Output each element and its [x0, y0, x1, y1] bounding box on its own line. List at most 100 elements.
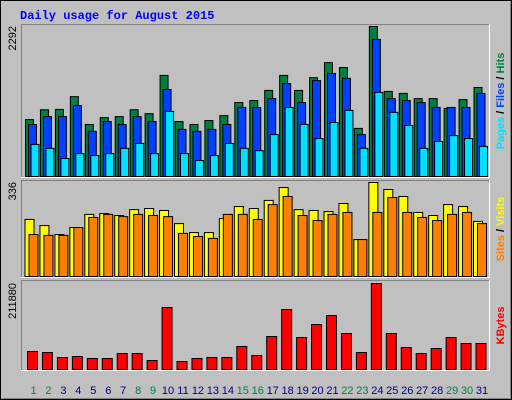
- bar: [148, 215, 159, 277]
- bar: [163, 216, 174, 277]
- x-tick-label: 1: [30, 385, 36, 397]
- bar: [314, 138, 324, 177]
- bar: [28, 234, 39, 278]
- bar: [88, 216, 99, 278]
- bar: [221, 357, 233, 371]
- bar: [342, 211, 353, 277]
- x-tick-label: 22: [341, 385, 353, 397]
- legend-separator: /: [495, 108, 507, 117]
- bar: [357, 239, 368, 277]
- legend-entry: KBytes: [495, 307, 507, 345]
- bar: [284, 106, 294, 177]
- bar: [311, 323, 323, 370]
- x-tick-label: 6: [105, 385, 111, 397]
- x-tick-label: 13: [207, 385, 219, 397]
- bar: [327, 213, 338, 277]
- bar: [462, 211, 473, 277]
- bar: [56, 357, 68, 371]
- bar: [419, 147, 429, 178]
- bar: [299, 123, 309, 178]
- x-tick-label: 16: [252, 385, 264, 397]
- legend-entry: Visits: [495, 197, 507, 226]
- y-tick-label: 2292: [7, 26, 19, 50]
- x-tick-label: 17: [267, 385, 279, 397]
- x-tick-label: 20: [311, 385, 323, 397]
- bar: [445, 336, 457, 371]
- x-tick-label: 24: [371, 385, 383, 397]
- bar: [447, 213, 458, 277]
- bar: [404, 124, 414, 177]
- y-tick-label: 336: [7, 182, 19, 200]
- bar: [150, 153, 160, 177]
- bar: [192, 235, 203, 277]
- x-tick-label: 4: [75, 385, 81, 397]
- bar: [209, 155, 219, 177]
- x-tick-label: 19: [296, 385, 308, 397]
- bar: [355, 352, 367, 370]
- bar: [131, 352, 143, 371]
- bar: [90, 155, 100, 177]
- legend: Pages / Files / Hits: [495, 53, 507, 150]
- bar: [133, 213, 144, 277]
- bar: [252, 218, 263, 278]
- bar: [479, 145, 488, 178]
- bar: [237, 213, 248, 277]
- bar: [116, 352, 128, 371]
- bar: [402, 211, 413, 277]
- x-tick-label: 14: [222, 385, 234, 397]
- bar: [359, 147, 369, 178]
- x-tick-label: 28: [431, 385, 443, 397]
- bar: [194, 159, 204, 178]
- bar: [71, 355, 83, 370]
- bar: [374, 91, 384, 177]
- bar: [105, 153, 115, 177]
- legend-entry: Hits: [495, 53, 507, 74]
- x-tick-label: 8: [135, 385, 141, 397]
- legend: KBytes: [495, 307, 507, 345]
- x-tick-label: 30: [461, 385, 473, 397]
- legend-entry: Pages: [495, 117, 507, 149]
- bar: [370, 283, 382, 370]
- bar: [239, 147, 249, 178]
- bar: [329, 122, 339, 177]
- bar: [266, 336, 278, 370]
- x-tick-label: 29: [446, 385, 458, 397]
- bar: [269, 134, 279, 178]
- x-tick-label: 25: [386, 385, 398, 397]
- bar: [206, 357, 218, 371]
- bar: [282, 195, 293, 277]
- bar: [41, 352, 53, 370]
- bar: [120, 147, 130, 178]
- bar: [101, 358, 113, 370]
- bar: [236, 345, 248, 370]
- bar: [251, 355, 263, 371]
- x-tick-label: 9: [150, 385, 156, 397]
- bar: [372, 211, 383, 277]
- bar: [161, 307, 173, 370]
- x-tick-label: 11: [177, 385, 188, 397]
- bar: [176, 360, 188, 371]
- chart-title: Daily usage for August 2015: [20, 9, 214, 23]
- bar: [434, 140, 444, 177]
- bar: [344, 109, 354, 177]
- bar: [180, 153, 189, 177]
- bar: [296, 336, 308, 371]
- bar: [60, 158, 70, 178]
- bar: [389, 111, 399, 177]
- bar: [417, 216, 428, 278]
- bar: [297, 215, 308, 277]
- bar: [464, 138, 474, 177]
- legend-entry: Files: [495, 83, 507, 108]
- bar: [449, 135, 459, 178]
- x-tick-label: 26: [401, 385, 413, 397]
- bar: [165, 110, 175, 177]
- x-tick-label: 21: [326, 385, 338, 397]
- bar: [400, 347, 412, 371]
- x-tick-label: 15: [237, 385, 249, 397]
- bar: [191, 358, 203, 370]
- bar: [267, 204, 278, 278]
- legend-separator: /: [495, 226, 507, 235]
- bar: [86, 358, 98, 370]
- bar: [207, 237, 218, 277]
